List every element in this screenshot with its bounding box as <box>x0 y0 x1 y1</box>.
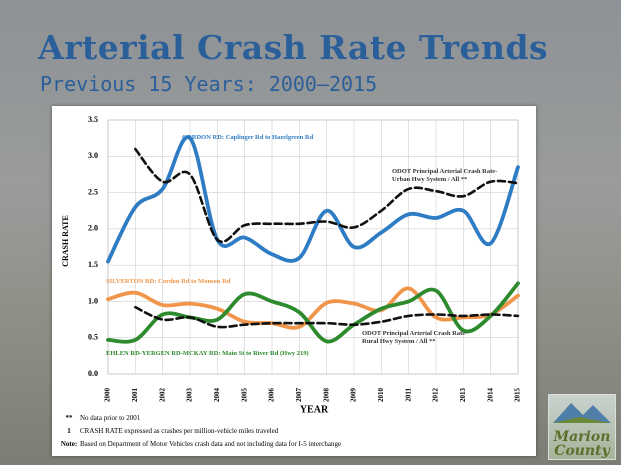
note-mark: 1 <box>58 427 80 435</box>
note: **No data prior to 2001 <box>58 414 140 422</box>
note: Note:Based on Department of Motor Vehicl… <box>58 440 341 448</box>
x-tick-label: 2003 <box>186 388 194 403</box>
note-mark: ** <box>58 414 80 422</box>
x-tick-label: 2007 <box>295 388 303 403</box>
logo-mountains <box>549 395 615 425</box>
slide: Arterial Crash Rate Trends Previous 15 Y… <box>0 0 621 465</box>
y-tick-label: 2.5 <box>88 187 98 196</box>
y-axis-label: CRASH RATE <box>61 215 70 267</box>
y-tick-label: 0.0 <box>88 369 98 378</box>
x-tick-label: 2006 <box>268 388 276 403</box>
x-tick-label: 2014 <box>486 388 494 403</box>
x-axis-label: YEAR <box>300 404 329 415</box>
y-tick-label: 3.5 <box>88 115 98 124</box>
chart-panel: CRASH RATE YEAR 0.0 0.5 1.0 1.5 2.0 2.5 3.0 3.5… <box>52 106 536 456</box>
x-tick-label: 2005 <box>240 388 248 403</box>
x-tick-label: 2013 <box>459 388 467 403</box>
series-label: ODOT Principal Arterial Crash Rate- Rura… <box>362 330 467 346</box>
x-tick-label: 2011 <box>404 388 412 402</box>
logo-text: County <box>549 444 615 458</box>
series-label: SILVERTON RD: Cordon Rd to Monson Rd <box>106 278 230 286</box>
x-tick-label: 2015 <box>514 388 522 403</box>
x-tick-label: 2008 <box>322 388 330 403</box>
x-tick-label: 2004 <box>213 388 221 403</box>
series-label: CORDON RD: Caplinger Rd to Hazelgreen Rd <box>182 134 313 142</box>
series-label: ODOT Principal Arterial Crash Rate- Urba… <box>392 168 497 184</box>
x-tick-label: 2009 <box>350 388 358 403</box>
x-tick-label: 2010 <box>377 388 385 403</box>
chart: CRASH RATE YEAR 0.0 0.5 1.0 1.5 2.0 2.5 3.0 3.5… <box>52 106 536 416</box>
note-text: No data prior to 2001 <box>80 414 140 422</box>
note-mark: Note: <box>58 440 80 448</box>
note-text: Based on Department of Motor Vehicles cr… <box>80 440 341 448</box>
y-tick-label: 1.0 <box>88 296 98 305</box>
slide-title: Arterial Crash Rate Trends <box>38 28 548 67</box>
slide-subtitle: Previous 15 Years: 2000–2015 <box>40 72 377 96</box>
y-tick-label: 2.0 <box>88 224 98 233</box>
x-tick-label: 2012 <box>432 388 440 403</box>
x-tick-label: 2002 <box>158 388 166 403</box>
x-tick-label: 2000 <box>104 388 112 403</box>
series-label: EHLEN RD-YERGEN RD-MCKAY RD: Main St to … <box>106 350 309 358</box>
y-tick-label: 3.0 <box>88 151 98 160</box>
note-text: CRASH RATE expressed as crashes per mill… <box>80 427 278 435</box>
y-tick-label: 1.5 <box>88 260 98 269</box>
y-tick-label: 0.5 <box>88 333 98 342</box>
logo: Marion County <box>548 394 616 460</box>
logo-text: Marion <box>549 430 615 444</box>
x-tick-label: 2001 <box>131 388 139 403</box>
